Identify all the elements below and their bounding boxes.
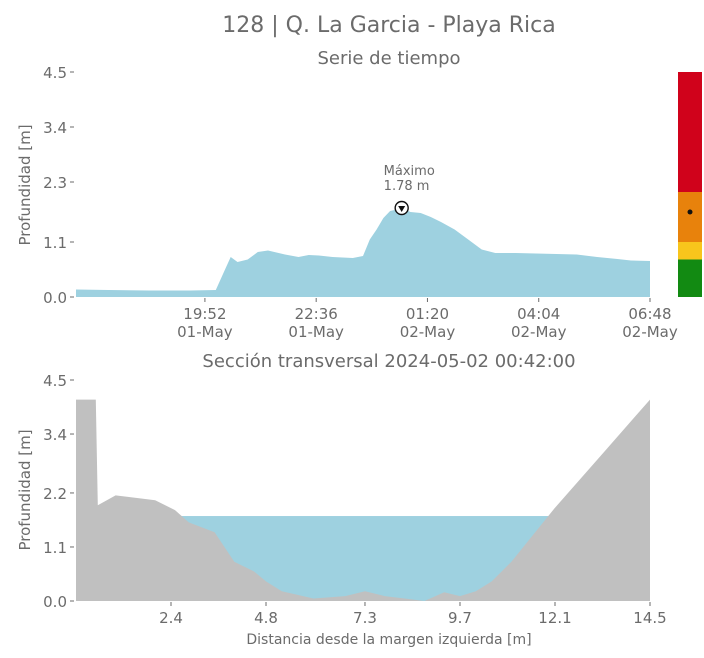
x-tick-label: 14.5: [633, 609, 666, 627]
cross-section-x-label: Distancia desde la margen izquierda [m]: [246, 632, 531, 648]
y-tick-label: 4.5: [43, 372, 67, 390]
terrain-profile-area: [76, 399, 650, 601]
x-tick-date-label: 01-May: [288, 323, 344, 341]
y-tick-label: 0.0: [43, 289, 67, 307]
x-tick-label: 4.8: [254, 609, 278, 627]
x-tick-date-label: 01-May: [177, 323, 233, 341]
x-tick-time-label: 19:52: [183, 305, 226, 323]
cross-section-x-ticks: 2.4 4.8 7.3 9.7 12.1 14.5: [159, 602, 667, 627]
y-tick-label: 0.0: [43, 593, 67, 611]
figure-title: 128 | Q. La Garcia - Playa Rica: [222, 13, 555, 38]
time-series-x-ticks: 19:5201-May22:3601-May01:2002-May04:0402…: [177, 298, 678, 341]
alert-band: [678, 72, 702, 192]
y-tick-label: 4.5: [43, 64, 67, 82]
max-annotation-value: 1.78 m: [384, 179, 430, 194]
x-tick-label: 9.7: [448, 609, 472, 627]
time-series-y-ticks: 0.0 1.1 2.3 3.4 4.5: [43, 64, 74, 307]
alert-level-bar: [678, 72, 702, 297]
x-tick-time-label: 01:20: [406, 305, 449, 323]
x-tick-label: 7.3: [353, 609, 377, 627]
cross-section-chart: Sección transversal 2024-05-02 00:42:00 …: [16, 351, 667, 648]
y-tick-label: 3.4: [43, 426, 67, 444]
alert-band: [678, 192, 702, 242]
depth-series-area: [76, 208, 650, 297]
x-tick-time-label: 06:48: [628, 305, 671, 323]
y-tick-label: 2.2: [43, 485, 67, 503]
time-series-chart: Serie de tiempo Profundidad [m] 0.0 1.1 2.…: [16, 48, 702, 341]
cross-section-area-layer: [76, 399, 650, 601]
cross-section-y-ticks: 0.0 1.1 2.2 3.4 4.5: [43, 372, 74, 611]
time-series-y-label: Profundidad [m]: [16, 124, 34, 245]
max-annotation: Máximo 1.78 m: [384, 164, 435, 216]
time-series-area-layer: [76, 208, 650, 297]
x-tick-label: 2.4: [159, 609, 183, 627]
cross-section-title: Sección transversal 2024-05-02 00:42:00: [202, 351, 575, 372]
x-tick-time-label: 04:04: [517, 305, 560, 323]
x-tick-date-label: 02-May: [511, 323, 567, 341]
alert-band: [678, 259, 702, 297]
x-tick-time-label: 22:36: [295, 305, 338, 323]
max-marker-arrow: [398, 206, 406, 212]
time-series-title: Serie de tiempo: [317, 48, 460, 69]
y-tick-label: 1.1: [43, 539, 67, 557]
y-tick-label: 3.4: [43, 119, 67, 137]
max-annotation-label: Máximo: [384, 164, 435, 179]
x-tick-label: 12.1: [538, 609, 571, 627]
x-tick-date-label: 02-May: [622, 323, 678, 341]
cross-section-y-label: Profundidad [m]: [16, 429, 34, 550]
y-tick-label: 2.3: [43, 174, 67, 192]
current-level-marker: [687, 209, 693, 215]
y-tick-label: 1.1: [43, 234, 67, 252]
alert-band: [678, 242, 702, 260]
x-tick-date-label: 02-May: [400, 323, 456, 341]
